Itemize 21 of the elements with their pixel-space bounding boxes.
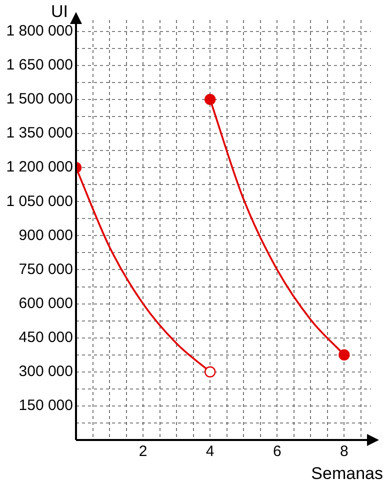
point	[204, 366, 216, 378]
y-tick-label: 1 500 000	[6, 90, 73, 108]
x-tick-label: 4	[206, 443, 214, 460]
x-tick-label: 8	[340, 443, 348, 460]
y-tick-label: 900 000	[18, 226, 73, 244]
y-tick-label: 1 050 000	[6, 192, 73, 210]
x-tick-label: 6	[272, 443, 282, 460]
point	[204, 94, 216, 106]
point	[338, 349, 350, 360]
y-tick-label: 750 000	[18, 260, 73, 278]
y-tick-label: 1 650 000	[6, 56, 73, 74]
x-tick-label: 2	[138, 443, 148, 460]
y-tick-label: 300 000	[18, 363, 73, 380]
y-axis-title: UI	[51, 2, 68, 22]
y-tick-label: 600 000	[18, 294, 73, 312]
y-tick-label: 1 200 000	[6, 158, 73, 176]
y-tick-label: 150 000	[18, 397, 73, 414]
x-axis-title: Semanas	[311, 464, 383, 484]
y-tick-label: 1 800 000	[6, 22, 73, 40]
y-tick-label: 1 350 000	[6, 124, 73, 142]
y-tick-label: 450 000	[18, 328, 73, 346]
